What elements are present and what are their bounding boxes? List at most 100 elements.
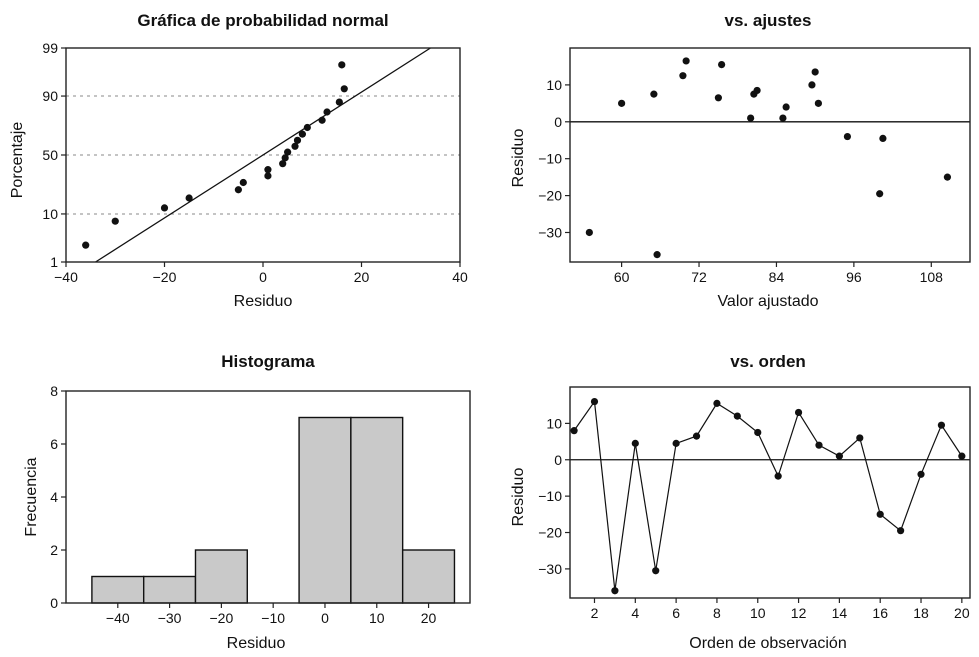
fits-x-tick-label: 72 bbox=[691, 269, 707, 285]
hist-x-tick-label: −20 bbox=[210, 610, 234, 626]
order-data-point bbox=[693, 433, 700, 440]
prob-y-tick-label: 99 bbox=[42, 40, 58, 56]
hist-bar bbox=[92, 577, 144, 604]
hist-bar bbox=[299, 418, 351, 604]
order-y-tick-label: −30 bbox=[538, 561, 562, 577]
fits-y-tick-label: −10 bbox=[538, 151, 562, 167]
order-x-tick-label: 18 bbox=[913, 605, 929, 621]
order-x-ticks: 2 4 6 8 10 12 14 16 18 20 bbox=[591, 598, 970, 621]
order-x-tick-label: 6 bbox=[672, 605, 680, 621]
fits-title: vs. ajustes bbox=[725, 11, 812, 30]
prob-data-point bbox=[338, 61, 345, 68]
prob-data-point bbox=[294, 137, 301, 144]
order-data-point bbox=[815, 442, 822, 449]
prob-x-tick-label: 0 bbox=[259, 269, 267, 285]
fits-x-tick-label: 108 bbox=[920, 269, 944, 285]
fits-x-axis-label: Valor ajustado bbox=[717, 293, 818, 310]
prob-x-tick-label: 40 bbox=[452, 269, 468, 285]
hist-bar bbox=[351, 418, 403, 604]
prob-data-point bbox=[323, 108, 330, 115]
hist-y-tick-label: 2 bbox=[50, 542, 58, 558]
fits-data-point bbox=[683, 57, 690, 64]
fits-data-point bbox=[815, 100, 822, 107]
order-data-point bbox=[734, 413, 741, 420]
prob-data-point bbox=[235, 186, 242, 193]
hist-y-tick-label: 4 bbox=[50, 489, 58, 505]
order-y-axis-label: Residuo bbox=[510, 468, 527, 527]
hist-y-tick-label: 0 bbox=[50, 595, 58, 611]
order-x-tick-label: 20 bbox=[954, 605, 970, 621]
fits-data-point bbox=[808, 81, 815, 88]
residuals-vs-fits-panel: vs. ajustes 60 72 84 96 108 10 0 −10 −20 −30 Val… bbox=[510, 11, 970, 310]
order-data-point bbox=[938, 422, 945, 429]
fits-data-point bbox=[812, 68, 819, 75]
histogram-panel: Histograma −40 −30 −20 −10 0 10 20 0 2 4 6 8 Resid… bbox=[23, 352, 470, 652]
order-data-point bbox=[836, 453, 843, 460]
hist-x-ticks: −40 −30 −20 −10 0 10 20 bbox=[106, 603, 437, 626]
order-series-line bbox=[574, 402, 962, 591]
order-x-tick-label: 4 bbox=[631, 605, 639, 621]
fits-data-point bbox=[876, 190, 883, 197]
order-data-point bbox=[958, 453, 965, 460]
order-x-tick-label: 2 bbox=[591, 605, 599, 621]
order-data-point bbox=[795, 409, 802, 416]
fits-x-ticks: 60 72 84 96 108 bbox=[614, 262, 943, 285]
prob-data-point bbox=[112, 218, 119, 225]
fits-y-ticks: 10 0 −10 −20 −30 bbox=[538, 77, 570, 241]
prob-x-tick-label: −20 bbox=[153, 269, 177, 285]
order-data-point bbox=[917, 471, 924, 478]
fits-y-tick-label: −20 bbox=[538, 188, 562, 204]
hist-y-tick-label: 6 bbox=[50, 436, 58, 452]
fits-y-tick-label: −30 bbox=[538, 224, 562, 240]
fits-data-point bbox=[618, 100, 625, 107]
hist-x-tick-label: −40 bbox=[106, 610, 130, 626]
fits-x-tick-label: 60 bbox=[614, 269, 630, 285]
hist-x-axis-label: Residuo bbox=[227, 635, 286, 652]
prob-data-point bbox=[299, 131, 306, 138]
hist-bar bbox=[195, 550, 247, 603]
order-data-point bbox=[775, 473, 782, 480]
prob-y-tick-label: 50 bbox=[42, 147, 58, 163]
fits-y-tick-label: 10 bbox=[546, 77, 562, 93]
hist-x-tick-label: −30 bbox=[158, 610, 182, 626]
fits-data-point bbox=[844, 133, 851, 140]
order-data-point bbox=[632, 440, 639, 447]
order-data-point bbox=[897, 527, 904, 534]
order-plot-frame bbox=[570, 387, 970, 598]
fits-data-point bbox=[879, 135, 886, 142]
prob-data-point bbox=[341, 85, 348, 92]
order-data-point bbox=[673, 440, 680, 447]
prob-x-tick-label: −40 bbox=[54, 269, 78, 285]
hist-x-tick-label: 20 bbox=[421, 610, 437, 626]
order-x-axis-label: Orden de observación bbox=[689, 635, 846, 652]
fits-y-axis-label: Residuo bbox=[510, 129, 527, 188]
prob-data-point bbox=[336, 98, 343, 105]
fits-x-tick-label: 84 bbox=[769, 269, 785, 285]
fits-data-point bbox=[650, 91, 657, 98]
prob-y-tick-label: 10 bbox=[42, 206, 58, 222]
prob-y-tick-label: 1 bbox=[50, 254, 58, 270]
order-x-tick-label: 16 bbox=[872, 605, 888, 621]
prob-data-point bbox=[264, 166, 271, 173]
order-data-point bbox=[856, 434, 863, 441]
prob-y-axis-label: Porcentaje bbox=[9, 122, 26, 199]
order-data-point bbox=[591, 398, 598, 405]
fits-data-point bbox=[944, 174, 951, 181]
prob-data-point bbox=[161, 204, 168, 211]
prob-y-ticks: 1 10 50 90 99 bbox=[42, 40, 66, 270]
hist-y-axis-label: Frecuencia bbox=[23, 457, 40, 536]
hist-bars bbox=[92, 418, 455, 604]
order-data-point bbox=[652, 567, 659, 574]
hist-y-tick-label: 8 bbox=[50, 383, 58, 399]
hist-bar bbox=[403, 550, 455, 603]
fits-data-point bbox=[679, 72, 686, 79]
order-y-tick-label: −20 bbox=[538, 525, 562, 541]
hist-y-ticks: 0 2 4 6 8 bbox=[50, 383, 66, 611]
prob-x-axis-label: Residuo bbox=[234, 293, 293, 310]
fits-data-point bbox=[718, 61, 725, 68]
prob-x-tick-label: 20 bbox=[354, 269, 370, 285]
hist-title: Histograma bbox=[221, 352, 315, 371]
fits-points bbox=[586, 57, 951, 258]
prob-data-point bbox=[264, 172, 271, 179]
